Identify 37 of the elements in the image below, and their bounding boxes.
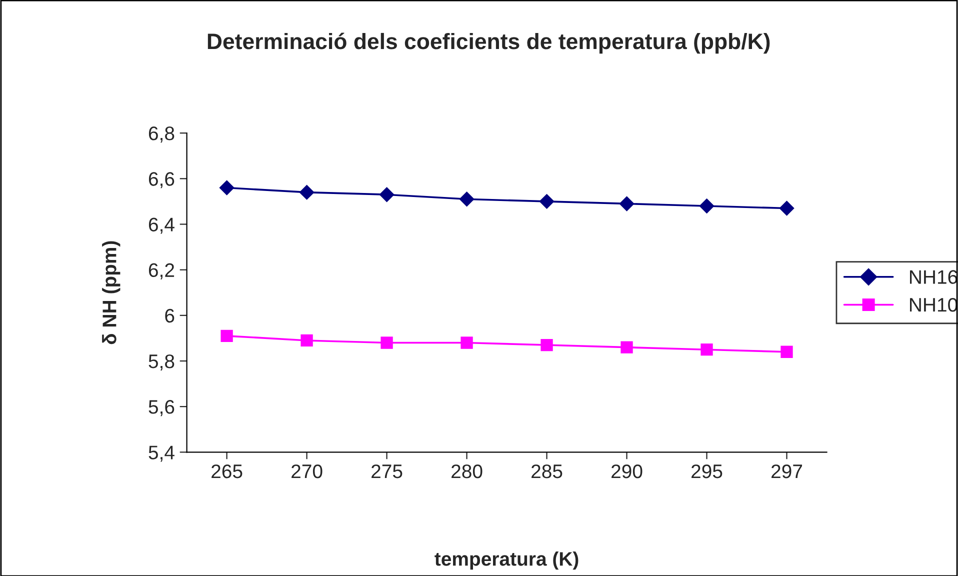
y-tick-label: 5,6 xyxy=(148,400,174,416)
point xyxy=(699,198,714,214)
point xyxy=(540,338,553,352)
point xyxy=(460,336,473,349)
point xyxy=(219,180,234,196)
x-tick-label: 297 xyxy=(772,464,802,478)
x-axis-title: temperatura (K) xyxy=(434,552,578,570)
point xyxy=(299,184,314,200)
point xyxy=(220,330,233,342)
point xyxy=(620,341,633,354)
point xyxy=(619,196,634,212)
point xyxy=(539,194,554,209)
x-tick-label: 280 xyxy=(452,464,482,478)
point xyxy=(780,346,793,358)
x-tick-label: 285 xyxy=(532,464,562,478)
point xyxy=(700,344,713,356)
y-axis-title: δ NH (ppm) xyxy=(102,241,120,344)
x-tick-label: 265 xyxy=(212,464,242,478)
point xyxy=(779,200,794,216)
legend-label: NH16 xyxy=(910,270,958,284)
chart-title: Determinació dels coeficients de temperatura (ppb/K) xyxy=(208,32,770,54)
point xyxy=(379,187,394,202)
point xyxy=(300,334,313,347)
y-tick-label: 6,2 xyxy=(148,263,174,280)
y-tick-label: 6 xyxy=(165,308,174,323)
legend-label: NH10 xyxy=(910,298,958,312)
x-tick-label: 295 xyxy=(692,464,722,478)
point xyxy=(380,336,393,349)
x-tick-label: 275 xyxy=(372,464,402,478)
y-tick-label: 6,8 xyxy=(148,126,174,143)
y-tick-label: 6,6 xyxy=(148,172,174,188)
x-tick-label: 270 xyxy=(292,464,322,478)
y-tick-label: 6,4 xyxy=(148,218,174,234)
x-tick-label: 290 xyxy=(612,464,642,478)
y-tick-label: 5,8 xyxy=(148,354,174,371)
y-tick-label: 5,4 xyxy=(148,446,174,462)
point xyxy=(459,192,474,207)
